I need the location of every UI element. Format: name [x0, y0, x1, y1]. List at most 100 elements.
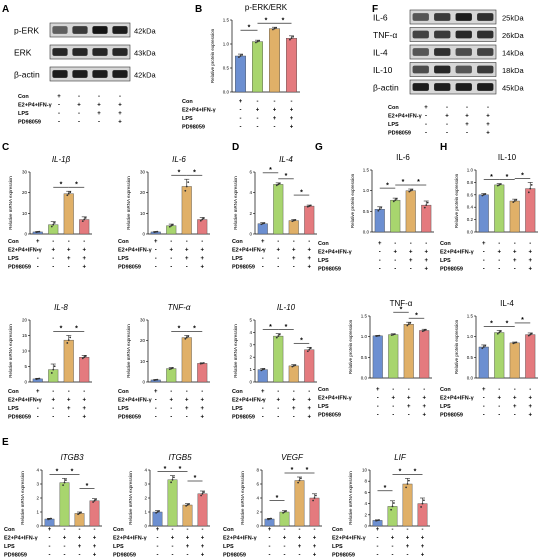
- chart-e2-point-1-0: [170, 481, 173, 484]
- chart-g2-bar-2: [403, 324, 414, 379]
- chart-c4-table-sign-e2-3: +: [200, 398, 204, 404]
- chart-h2-ytick-label-1: 0.5: [467, 355, 474, 360]
- chart-e3-point-0-0: [267, 518, 270, 521]
- chart-c4-table-row-label-pd: PD98059: [118, 415, 141, 421]
- chart-c3-table-sign-e2-3: +: [82, 398, 86, 404]
- chart-e1-table-sign-con-1: -: [64, 527, 66, 533]
- blot-f-kda-0: 25kDa: [502, 14, 525, 23]
- chart-c3-table-sign-pd-0: -: [37, 415, 39, 421]
- chart-c2-ytick-label-1: 10: [140, 211, 146, 216]
- chart-g-table-row-label-e2: E2+P4+IFN-γ: [318, 250, 353, 256]
- chart-d2-table-sign-pd-1: -: [277, 415, 279, 421]
- chart-g-point-2-1: [409, 189, 412, 192]
- chart-g2-bar-0: [372, 335, 383, 379]
- chart-e4-ytick-label-0: 0: [364, 524, 367, 529]
- chart-h-ylabel: Relative protein expression: [454, 173, 459, 228]
- chart-h-table-sign-con-0: +: [482, 241, 486, 247]
- chart-c3: IL-8 0 5 10 15 20 Relative mRNA expression * * Co…: [8, 303, 92, 421]
- chart-c4-table-sign-lps-0: -: [155, 406, 157, 412]
- chart-c3-table-sign-e2-2: +: [67, 398, 71, 404]
- chart-d2-point-3-0: [306, 350, 309, 353]
- chart-c1-table-sign-lps-3: +: [82, 256, 86, 262]
- chart-c3-bar-2: [63, 339, 74, 383]
- chart-e3-point-3-1: [313, 497, 316, 499]
- chart-c4-table-sign-con-1: -: [170, 389, 172, 395]
- chart-c3-ytick-label-0: 0: [24, 380, 27, 385]
- chart-d2-table-sign-con-3: -: [308, 389, 310, 395]
- blot-f-band-0-lane-3: [477, 13, 494, 21]
- chart-e2-bar-2: [182, 504, 193, 527]
- chart-g-sig-star-0: *: [402, 179, 405, 186]
- chart-c1-table-sign-pd-3: +: [82, 265, 86, 271]
- chart-e1-table-sign-e2-3: +: [93, 536, 97, 542]
- chart-e4-table-sign-lps-2: +: [406, 544, 410, 550]
- chart-g2-sig-star-1: *: [400, 306, 403, 313]
- chart-e1-sig-star-0: *: [56, 469, 59, 476]
- chart-e1-table-sign-e2-1: +: [63, 536, 67, 542]
- chart-d2-ytick-label-5: 5: [249, 318, 252, 323]
- blot-f-table-sign-pd-0: -: [425, 131, 427, 137]
- blot-f-table-sign-e2-1: +: [445, 114, 449, 120]
- chart-c2: IL-6 0 10 20 30 Relative mRNA expression * * Con…: [118, 155, 210, 271]
- chart-h-table-sign-e2-2: +: [513, 250, 517, 256]
- chart-h-table-row-label-e2: E2+P4+IFN-γ: [440, 250, 475, 256]
- chart-d1-table-row-label-e2: E2+P4+IFN-γ: [232, 248, 267, 254]
- chart-g-table-sign-lps-3: +: [424, 258, 428, 264]
- chart-c3-table-sign-pd-3: +: [82, 415, 86, 421]
- chart-d2-point-1-2: [278, 333, 281, 336]
- chart-e2-table-row-label-lps: LPS: [113, 544, 124, 550]
- chart-e3-point-1-0: [282, 511, 285, 514]
- chart-h2-table-sign-con-0: +: [482, 387, 486, 393]
- chart-b-point-1-2: [258, 39, 260, 42]
- chart-c1-sig-star-1: *: [75, 181, 78, 188]
- chart-g-ytick-label-1: 0.5: [363, 209, 370, 214]
- chart-e3-table-row-label-e2: E2+P4+IFN-γ: [223, 536, 258, 542]
- chart-c3-table-sign-pd-1: -: [52, 415, 54, 421]
- chart-e4-table-row-label-lps: LPS: [332, 544, 343, 550]
- chart-c2-table-sign-con-1: -: [170, 239, 172, 245]
- chart-e2-point-2-2: [187, 503, 190, 506]
- chart-e4-ytick-label-2: 4: [364, 501, 367, 506]
- chart-h-bar-3: [525, 188, 536, 233]
- chart-c4-bar-2: [181, 337, 192, 383]
- chart-d2-table-sign-con-1: -: [277, 389, 279, 395]
- chart-c2-table-sign-con-0: +: [154, 239, 158, 245]
- chart-e4-point-2-0: [405, 486, 408, 489]
- blot-f-band-1-lane-1: [434, 30, 451, 39]
- chart-h-table-row-label-con: Con: [440, 241, 451, 247]
- chart-g2-table-row-label-e2: E2+P4+IFN-γ: [318, 396, 353, 402]
- blot-a-band-2-lane-1: [72, 70, 88, 78]
- chart-e3-ytick-label-4: 8: [256, 468, 259, 473]
- blot-f-band-1-lane-2: [455, 30, 472, 39]
- chart-d2-table-sign-lps-0: -: [262, 406, 264, 412]
- chart-g-table-sign-e2-1: +: [393, 250, 397, 256]
- blot-f-band-frame-2: [409, 44, 497, 60]
- chart-e1-point-1-1: [63, 481, 66, 484]
- chart-h2-point-0-1: [482, 346, 485, 348]
- chart-g2-table-sign-lps-3: +: [422, 404, 426, 410]
- chart-d2-bar-3: [304, 349, 315, 383]
- chart-d2-ytick-label-1: 1: [249, 367, 252, 372]
- chart-h2-table-sign-e2-0: -: [483, 396, 485, 402]
- chart-c1-table-row-label-con: Con: [8, 239, 19, 245]
- chart-c3-point-1-2: [53, 365, 56, 368]
- chart-d2-sig-star-1: *: [285, 324, 288, 331]
- chart-c4-point-1-0: [168, 368, 171, 371]
- chart-g2-table-sign-con-0: +: [376, 387, 380, 393]
- chart-e2: ITGB5 0 1 2 3 4 Relative mRNA expression * * * Con…: [113, 453, 210, 559]
- chart-e4-table-sign-lps-3: +: [421, 544, 425, 550]
- chart-e3-point-0-1: [268, 518, 271, 520]
- chart-c2-bar-1: [166, 225, 177, 235]
- blot-f-band-4-lane-0: [412, 83, 429, 91]
- chart-d1-bar-0: [257, 223, 268, 235]
- chart-e1-ytick-label-0: 0: [36, 524, 39, 529]
- blot-f-band-3-lane-0: [412, 65, 429, 74]
- chart-g2-table-sign-e2-1: +: [391, 396, 395, 402]
- chart-c1-bar-2: [63, 193, 74, 235]
- blot-f-band-0-lane-2: [455, 13, 472, 21]
- chart-e2-table-row-label-pd: PD98059: [113, 553, 136, 559]
- chart-c1-table-sign-pd-2: -: [68, 265, 70, 271]
- chart-e4-point-2-1: [406, 483, 409, 485]
- chart-e3-ytick-label-0: 0: [256, 524, 259, 529]
- chart-h2-sig-star-2: *: [521, 317, 524, 324]
